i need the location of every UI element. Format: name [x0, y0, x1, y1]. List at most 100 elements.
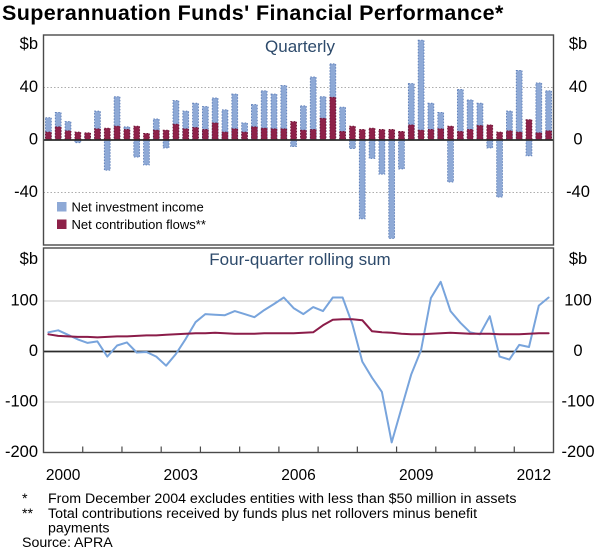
y-tick-label: 0	[29, 131, 38, 149]
bar-net-contribution-flows	[231, 128, 239, 141]
bar-net-investment-income	[309, 76, 317, 141]
chart-title: Superannuation Funds' Financial Performa…	[2, 1, 504, 25]
top-right-unit-label: $b	[569, 35, 587, 53]
bar-net-investment-income	[182, 110, 190, 141]
bar-net-contribution-flows	[280, 128, 288, 141]
y-tick-label: 100	[10, 292, 38, 310]
top-left-unit-label: $b	[20, 35, 38, 53]
bar-net-contribution-flows	[251, 126, 258, 141]
bar-net-contribution-flows	[515, 131, 523, 141]
bar-net-contribution-flows	[466, 129, 474, 141]
bar-net-contribution-flows	[201, 129, 209, 141]
bar-net-contribution-flows	[309, 129, 317, 141]
bar-net-contribution-flows	[545, 130, 552, 141]
bar-net-investment-income	[486, 139, 494, 149]
legend-swatch-net-investment-income	[57, 202, 67, 212]
bar-net-investment-income	[378, 139, 386, 175]
bar-net-contribution-flows	[182, 128, 190, 141]
bar-net-investment-income	[103, 139, 111, 171]
bar-net-contribution-flows	[54, 126, 62, 141]
bar-net-contribution-flows	[437, 128, 445, 141]
bar-net-contribution-flows	[525, 119, 533, 141]
bar-net-contribution-flows	[476, 125, 484, 141]
bar-net-contribution-flows	[45, 131, 52, 141]
y-tick-label: -200	[5, 443, 38, 461]
bar-net-investment-income	[447, 139, 454, 183]
y-tick-label: -40	[566, 183, 590, 201]
bar-net-contribution-flows	[456, 131, 464, 141]
footnote-1-marker: *	[22, 491, 28, 507]
bar-net-investment-income	[407, 83, 415, 141]
bar-net-investment-income	[496, 139, 503, 198]
bar-net-investment-income	[290, 139, 297, 148]
bar-net-contribution-flows	[300, 129, 307, 141]
bar-net-investment-income	[525, 139, 533, 157]
y-tick-label: 0	[573, 342, 582, 360]
bar-net-contribution-flows	[329, 96, 337, 141]
bar-net-contribution-flows	[64, 130, 72, 141]
bar-net-investment-income	[152, 118, 160, 141]
bar-net-contribution-flows	[211, 122, 219, 141]
y-tick-label: -200	[561, 443, 594, 461]
bar-net-investment-income	[349, 139, 356, 149]
bar-net-investment-income	[506, 110, 513, 141]
bar-net-contribution-flows	[398, 131, 405, 141]
x-axis-label: 2006	[281, 467, 315, 484]
y-tick-label: -100	[5, 393, 38, 411]
line-net-contribution-flows-rolling	[47, 318, 550, 339]
y-tick-label: 40	[20, 78, 38, 96]
bar-net-investment-income	[74, 139, 82, 144]
bottom-left-unit-label: $b	[20, 250, 38, 268]
bar-net-contribution-flows	[535, 132, 543, 141]
bar-net-investment-income	[211, 97, 219, 141]
bar-net-contribution-flows	[349, 125, 356, 141]
bar-net-contribution-flows	[94, 128, 101, 141]
bar-net-contribution-flows	[358, 129, 366, 141]
bar-net-investment-income	[94, 110, 101, 141]
y-tick-label: -40	[14, 183, 38, 201]
footnotes: * From December 2004 excludes entities w…	[22, 491, 516, 551]
bar-net-investment-income	[143, 139, 150, 166]
bar-net-contribution-flows	[143, 132, 150, 141]
bar-net-contribution-flows	[162, 129, 170, 141]
bar-net-contribution-flows	[241, 131, 248, 141]
top-panel-caption: Quarterly	[265, 37, 335, 56]
bar-net-investment-income	[388, 139, 396, 239]
bottom-right-unit-label: $b	[569, 250, 587, 268]
legend-label-net-contribution-flows: Net contribution flows**	[72, 217, 206, 232]
bar-net-contribution-flows	[496, 131, 503, 141]
y-tick-label: 0	[29, 342, 38, 360]
footnote-2-text-continued: payments	[48, 521, 110, 537]
bar-net-contribution-flows	[74, 131, 82, 141]
chart-plot-area: 40 40 0 0 -40 -40 100 100 0 0 -100 -100 -200 -200 2000…	[5, 34, 595, 484]
bar-net-contribution-flows	[113, 125, 121, 141]
bar-net-contribution-flows	[133, 125, 141, 141]
bar-net-investment-income	[456, 89, 464, 141]
bottom-panel-caption: Four-quarter rolling sum	[209, 250, 390, 269]
bar-net-investment-income	[515, 69, 523, 141]
bar-net-investment-income	[339, 106, 346, 141]
footnote-2-text: Total contributions received by funds pl…	[48, 506, 477, 522]
bar-net-investment-income	[398, 139, 405, 170]
bar-net-investment-income	[241, 122, 248, 141]
bar-net-contribution-flows	[192, 127, 199, 141]
x-axis-label: 2000	[46, 467, 81, 484]
top-panel-border	[42, 34, 555, 246]
x-axis-label: 2003	[164, 467, 198, 484]
bar-net-contribution-flows	[407, 124, 415, 141]
bar-net-contribution-flows	[290, 121, 297, 141]
x-axis-label: 2012	[517, 467, 551, 484]
bar-net-investment-income	[358, 139, 366, 220]
bar-net-contribution-flows	[378, 129, 386, 141]
bar-net-contribution-flows	[172, 123, 180, 141]
bar-net-contribution-flows	[506, 130, 513, 141]
bar-net-contribution-flows	[447, 125, 454, 141]
footnote-1-text: From December 2004 excludes entities wit…	[48, 491, 516, 507]
bar-net-contribution-flows	[152, 129, 160, 141]
bar-net-contribution-flows	[123, 129, 131, 141]
bar-net-investment-income	[221, 109, 229, 141]
footnote-2-marker: **	[22, 506, 34, 522]
y-tick-label: -100	[561, 393, 594, 411]
